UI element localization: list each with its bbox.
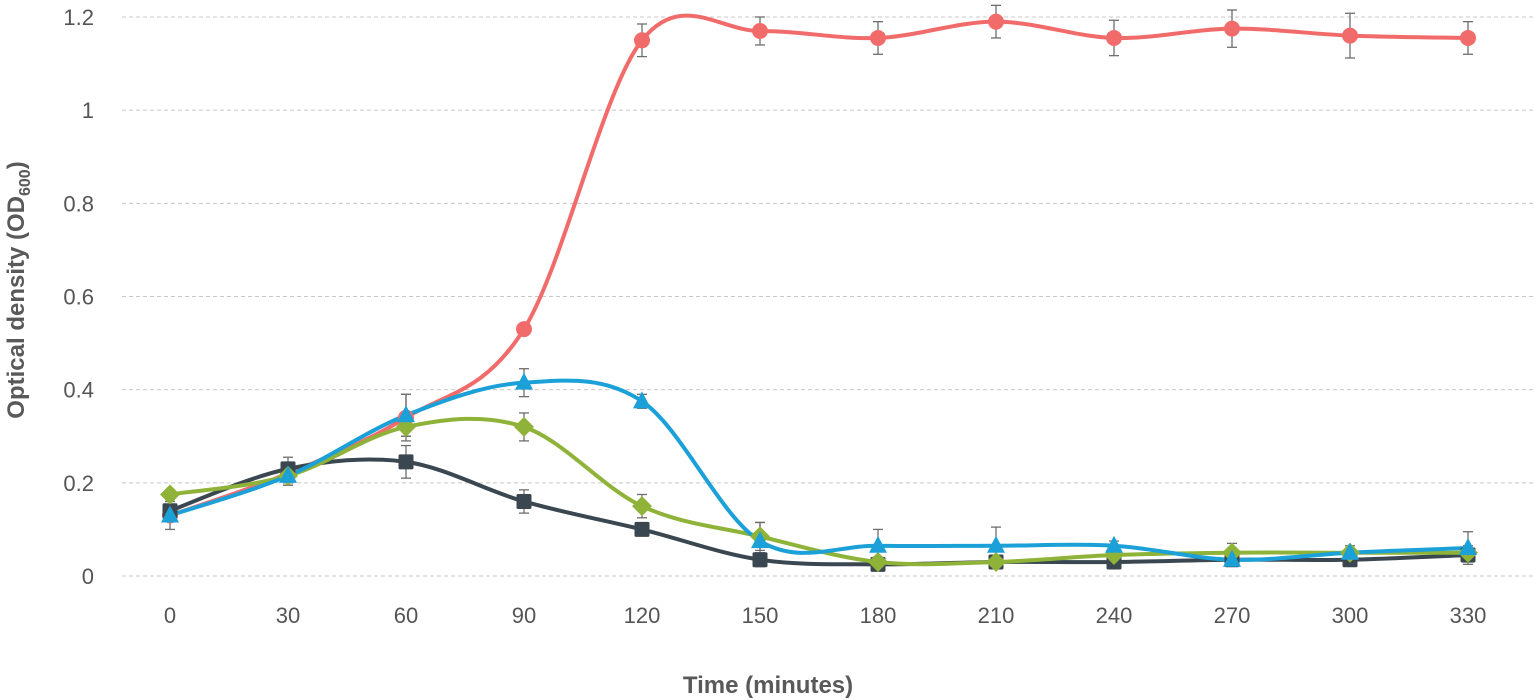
data-point [1342, 27, 1358, 44]
data-point [868, 552, 888, 573]
x-tick-label: 120 [624, 603, 661, 628]
series-line-2 [168, 457, 1470, 567]
data-point [870, 29, 886, 46]
series-line-4 [168, 378, 1470, 562]
data-point [161, 505, 179, 523]
data-point [988, 13, 1004, 30]
data-point [986, 552, 1006, 573]
y-tick-label: 0.2 [63, 471, 94, 496]
data-point [397, 405, 415, 423]
x-tick-label: 210 [978, 603, 1015, 628]
y-tick-label: 0.8 [63, 191, 94, 216]
data-point [160, 484, 180, 505]
data-point [1223, 549, 1241, 567]
x-tick-label: 180 [860, 603, 897, 628]
series-lines [168, 13, 1470, 567]
data-point [398, 454, 414, 470]
data-point [1341, 542, 1359, 560]
y-axis-title-subscript: 600 [17, 169, 34, 196]
x-tick-label: 60 [394, 603, 418, 628]
x-tick-labels: 0 30 60 90 120 150 180 210 240 270 300 330 [164, 603, 1486, 628]
data-point [516, 321, 532, 338]
data-point [279, 465, 297, 483]
data-point [1105, 535, 1123, 553]
x-tick-label: 150 [742, 603, 779, 628]
data-point [987, 535, 1005, 553]
data-point [752, 22, 768, 39]
x-tick-label: 0 [164, 603, 176, 628]
y-tick-label: 0.6 [63, 285, 94, 310]
y-tick-label: 0.4 [63, 378, 94, 403]
data-point [1459, 538, 1477, 556]
y-tick-label: 0 [82, 564, 94, 589]
x-tick-label: 270 [1214, 603, 1251, 628]
data-point [632, 496, 652, 517]
x-tick-label: 30 [276, 603, 300, 628]
y-axis-title-main: Optical density (OD [3, 196, 30, 419]
y-axis-title-tail: ) [3, 161, 30, 169]
data-point [751, 531, 769, 549]
data-point [752, 552, 768, 568]
data-markers [160, 13, 1478, 573]
y-tick-label: 1.2 [63, 5, 94, 30]
error-bars [165, 4, 1473, 570]
data-point [516, 493, 532, 509]
y-tick-label: 1 [82, 98, 94, 123]
data-point [1224, 20, 1240, 37]
gridlines [122, 16, 1535, 577]
x-tick-label: 90 [512, 603, 536, 628]
data-point [1460, 29, 1476, 46]
series-line-3 [168, 416, 1470, 567]
data-point [515, 372, 533, 390]
x-tick-label: 300 [1332, 603, 1369, 628]
data-point [514, 416, 534, 437]
data-point [634, 32, 650, 49]
data-point [633, 391, 651, 409]
y-axis-title: Optical density (OD600) [3, 161, 34, 418]
x-tick-label: 330 [1450, 603, 1487, 628]
x-axis-title: Time (minutes) [683, 672, 853, 699]
data-point [1106, 29, 1122, 46]
data-point [634, 521, 650, 537]
data-point [869, 535, 887, 553]
y-tick-labels: 0 0.2 0.4 0.6 0.8 1 1.2 [63, 5, 94, 589]
x-tick-label: 240 [1096, 603, 1133, 628]
